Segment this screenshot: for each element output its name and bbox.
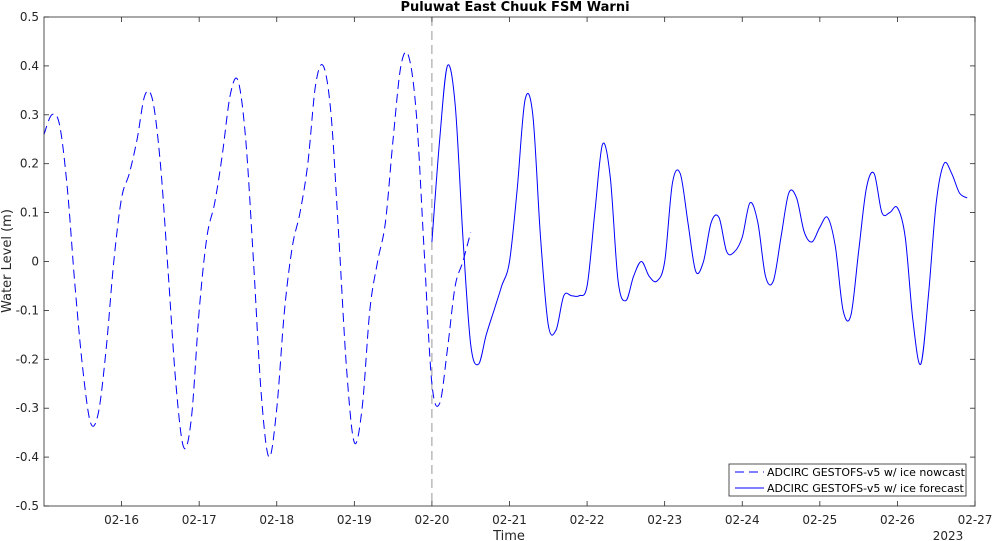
y-tick-label: -0.3 bbox=[16, 401, 39, 415]
legend-nowcast-label: ADCIRC GESTOFS-v5 w/ ice nowcast bbox=[767, 466, 966, 479]
y-tick-label: 0 bbox=[31, 255, 39, 269]
y-tick-label: -0.5 bbox=[16, 499, 39, 513]
y-axis-label: Water Level (m) bbox=[0, 209, 15, 313]
plot-area bbox=[43, 17, 968, 506]
x-tick-label: 02-21 bbox=[492, 513, 527, 527]
x-tick-label: 02-23 bbox=[647, 513, 682, 527]
plot-frame bbox=[43, 16, 976, 507]
legend-box bbox=[728, 463, 967, 497]
x-tick-label: 02-25 bbox=[802, 513, 837, 527]
x-tick-label: 02-18 bbox=[259, 513, 294, 527]
y-tick-label: -0.2 bbox=[16, 352, 39, 366]
legend-forecast-label: ADCIRC GESTOFS-v5 w/ ice forecast bbox=[767, 482, 965, 495]
x-tick-label: 02-24 bbox=[725, 513, 760, 527]
x-tick-label: 02-27 bbox=[958, 513, 992, 527]
x-tick-label: 02-17 bbox=[182, 513, 217, 527]
x-tick-label: 02-19 bbox=[337, 513, 372, 527]
y-tick-label: 0.1 bbox=[20, 206, 39, 220]
nowcast-series-line bbox=[43, 51, 472, 458]
x-axis-year-label: 2023 bbox=[933, 529, 964, 541]
x-tick-label: 02-16 bbox=[104, 513, 139, 527]
y-tick-label: 0.4 bbox=[20, 59, 39, 73]
y-axis: -0.5 -0.4 -0.3 -0.2 -0.1 0 0.1 0.2 0.3 0.4 0.5 bbox=[16, 10, 975, 513]
x-tick-label: 02-20 bbox=[414, 513, 449, 527]
y-tick-label: 0.2 bbox=[20, 157, 39, 171]
legend: ADCIRC GESTOFS-v5 w/ ice nowcast ADCIRC … bbox=[728, 463, 967, 497]
x-tick-label: 02-22 bbox=[570, 513, 605, 527]
y-tick-label: -0.1 bbox=[16, 303, 39, 317]
x-tick-label: 02-26 bbox=[880, 513, 915, 527]
forecast-series-line bbox=[431, 64, 968, 366]
x-axis: 02-16 02-17 02-18 02-19 02-20 02-21 02-22 02-23… bbox=[104, 17, 992, 527]
x-axis-label: Time bbox=[492, 529, 525, 541]
chart-title: Puluwat East Chuuk FSM Warni bbox=[400, 0, 629, 15]
y-tick-label: 0.5 bbox=[20, 10, 39, 24]
y-tick-label: -0.4 bbox=[16, 450, 39, 464]
y-tick-label: 0.3 bbox=[20, 108, 39, 122]
